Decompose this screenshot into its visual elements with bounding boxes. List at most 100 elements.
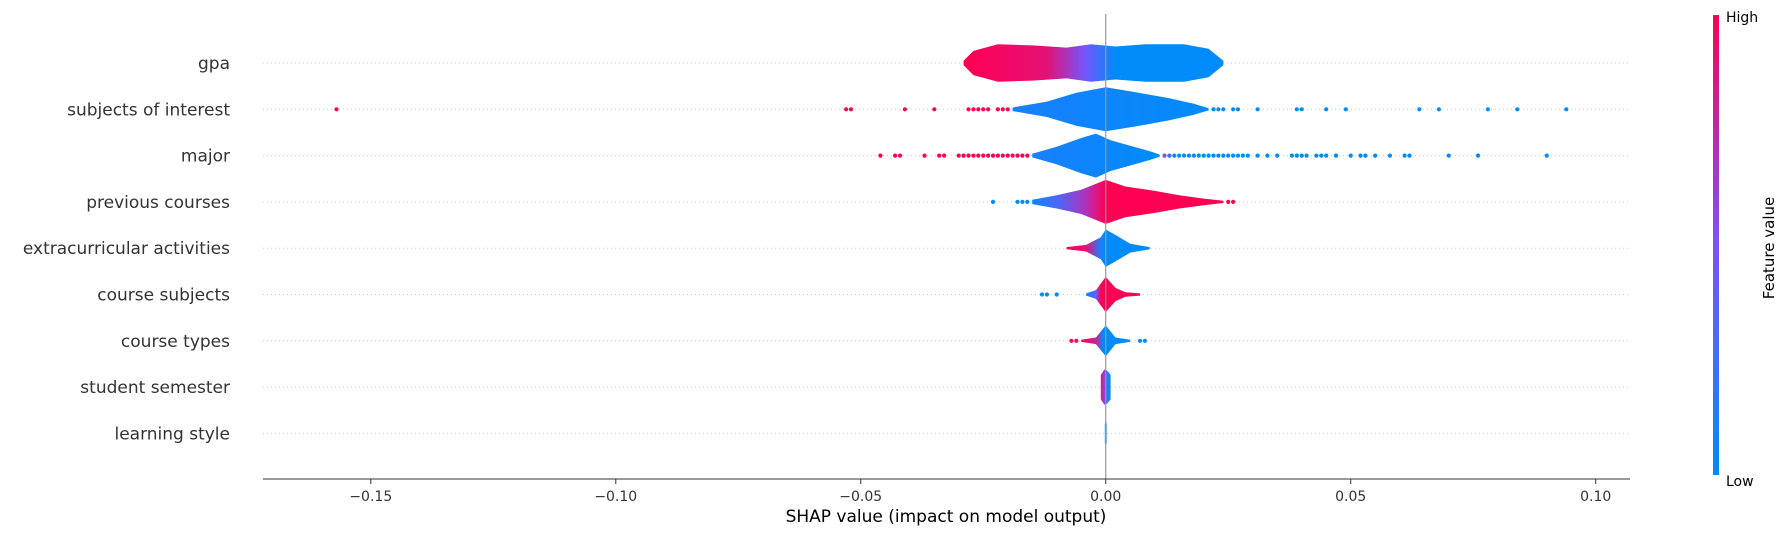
outlier-point-major-44 [1299, 153, 1304, 158]
outlier-point-subjects-of-interest-14 [1216, 107, 1221, 112]
outlier-point-subjects-of-interest-15 [1221, 107, 1226, 112]
outlier-layer [334, 107, 1569, 343]
outlier-point-major-32 [1216, 153, 1221, 158]
outlier-point-subjects-of-interest-17 [1235, 107, 1241, 112]
outlier-point-course-types-2 [1137, 338, 1143, 343]
outlier-point-major-28 [1196, 153, 1201, 158]
outlier-point-major-21 [1162, 153, 1167, 158]
outlier-point-subjects-of-interest-13 [1211, 107, 1216, 112]
outlier-point-subjects-of-interest-26 [1515, 107, 1520, 112]
outlier-point-subjects-of-interest-8 [981, 107, 986, 112]
outlier-point-major-35 [1231, 153, 1236, 158]
violin-subjects-of-interest [1012, 87, 1209, 132]
outlier-point-major-50 [1348, 153, 1353, 158]
outlier-point-major-54 [1387, 153, 1392, 158]
outlier-point-major-59 [1544, 153, 1549, 158]
feature-label-gpa: gpa [198, 54, 230, 74]
outlier-point-subjects-of-interest-19 [1294, 107, 1299, 112]
outlier-point-subjects-of-interest-20 [1299, 107, 1304, 112]
outlier-point-course-subjects-1 [1044, 292, 1049, 297]
outlier-point-major-0 [878, 153, 883, 158]
outlier-point-major-23 [1172, 153, 1177, 158]
x-tick-label-0: −0.15 [349, 489, 392, 505]
x-tick-label-3: 0.00 [1090, 489, 1121, 505]
outlier-point-subjects-of-interest-0 [334, 107, 339, 112]
violin-previous-courses [1032, 179, 1224, 224]
outlier-point-major-27 [1191, 153, 1196, 158]
outlier-point-major-52 [1363, 153, 1368, 158]
colorbar-title: Feature value [1760, 197, 1778, 299]
outlier-point-subjects-of-interest-10 [995, 107, 1001, 112]
outlier-point-major-33 [1221, 153, 1226, 158]
outlier-point-major-10 [976, 153, 981, 158]
colorbar-high-label: High [1726, 10, 1758, 26]
outlier-point-subjects-of-interest-18 [1255, 107, 1260, 112]
outlier-point-major-1 [893, 153, 898, 158]
feature-label-layer: gpa subjects of interest major previous cou… [23, 54, 230, 444]
outlier-point-subjects-of-interest-22 [1343, 107, 1348, 112]
feature-label-course-types: course types [121, 332, 230, 352]
outlier-point-course-subjects-2 [1054, 292, 1059, 297]
colorbar: High Low Feature value [1713, 10, 1778, 490]
feature-label-extracurricular-activities: extracurricular activities [23, 239, 230, 259]
outlier-point-subjects-of-interest-23 [1417, 107, 1422, 112]
feature-label-learning-style: learning style [114, 424, 230, 444]
outlier-point-major-2 [897, 153, 903, 158]
outlier-point-major-3 [922, 153, 927, 158]
outlier-point-major-45 [1304, 153, 1309, 158]
x-axis-label: SHAP value (impact on model output) [786, 507, 1107, 527]
outlier-point-major-19 [1020, 153, 1025, 158]
outlier-point-major-43 [1294, 153, 1299, 158]
violin-major [1032, 133, 1160, 178]
outlier-point-major-22 [1167, 153, 1172, 158]
outlier-point-major-16 [1005, 153, 1010, 158]
outlier-point-major-9 [971, 153, 976, 158]
outlier-point-major-20 [1025, 153, 1030, 158]
outlier-point-major-47 [1319, 153, 1324, 158]
outlier-point-major-39 [1255, 153, 1260, 158]
outlier-point-major-48 [1324, 153, 1329, 158]
outlier-point-major-56 [1407, 153, 1412, 158]
outlier-point-major-51 [1358, 153, 1363, 158]
outlier-point-previous-courses-2 [1020, 199, 1025, 204]
outlier-point-subjects-of-interest-16 [1231, 107, 1236, 112]
outlier-point-major-55 [1402, 153, 1407, 158]
colorbar-gradient [1713, 15, 1719, 475]
outlier-point-subjects-of-interest-27 [1564, 107, 1569, 112]
violin-layer [963, 44, 1224, 448]
outlier-point-previous-courses-1 [1015, 199, 1020, 204]
outlier-point-major-36 [1235, 153, 1241, 158]
violin-extracurricular-activities [1066, 229, 1150, 267]
outlier-point-subjects-of-interest-24 [1436, 107, 1441, 112]
outlier-point-course-types-0 [1069, 338, 1074, 343]
outlier-point-major-26 [1186, 153, 1192, 158]
outlier-point-previous-courses-5 [1231, 199, 1236, 204]
x-tick-label-2: −0.05 [839, 489, 882, 505]
outlier-point-major-24 [1177, 153, 1182, 158]
outlier-point-major-57 [1446, 153, 1451, 158]
outlier-point-previous-courses-4 [1226, 199, 1231, 204]
x-tick-label-1: −0.10 [594, 489, 637, 505]
outlier-point-subjects-of-interest-21 [1324, 107, 1329, 112]
outlier-point-subjects-of-interest-2 [848, 107, 854, 112]
outlier-point-major-46 [1314, 153, 1319, 158]
outlier-point-major-31 [1211, 153, 1216, 158]
outlier-point-major-41 [1275, 153, 1280, 158]
x-tick-label-4: 0.05 [1335, 489, 1366, 505]
outlier-point-major-30 [1206, 153, 1211, 158]
outlier-point-course-types-1 [1074, 338, 1079, 343]
outlier-point-major-42 [1289, 153, 1294, 158]
outlier-point-major-58 [1476, 153, 1481, 158]
x-axis: −0.15 −0.10 −0.05 0.00 0.05 0.10 [263, 478, 1630, 505]
feature-label-student-semester: student semester [80, 378, 230, 398]
violin-gpa [963, 44, 1224, 82]
outlier-point-subjects-of-interest-4 [932, 107, 937, 112]
outlier-point-major-11 [981, 153, 986, 158]
feature-label-course-subjects: course subjects [97, 286, 230, 306]
outlier-point-subjects-of-interest-6 [971, 107, 976, 112]
outlier-point-major-17 [1010, 153, 1015, 158]
outlier-point-subjects-of-interest-7 [976, 107, 981, 112]
outlier-point-major-49 [1333, 153, 1339, 158]
outlier-point-major-40 [1265, 153, 1270, 158]
